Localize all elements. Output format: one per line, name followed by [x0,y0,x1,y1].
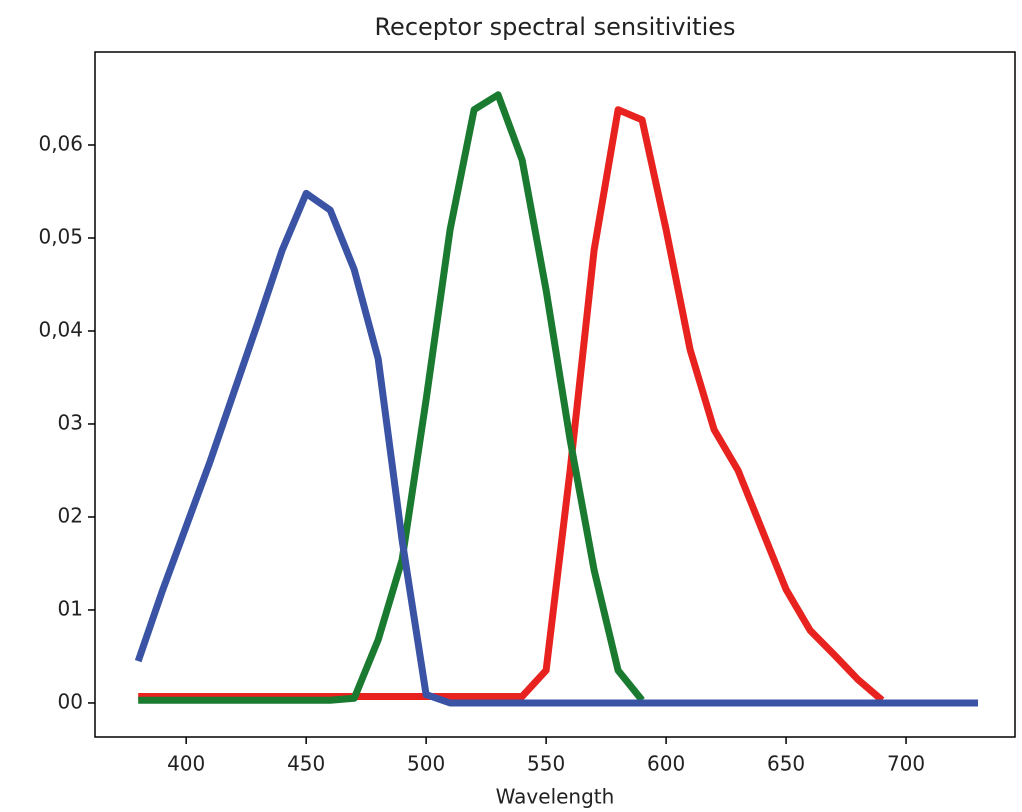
x-tick-label: 650 [767,752,805,776]
plot-frame [94,51,1016,738]
x-tick-label: 550 [527,752,565,776]
series-line [138,91,645,704]
x-tick-label: 700 [887,752,925,776]
chart-title: Receptor spectral sensitivities [374,13,735,41]
series-line [134,189,978,707]
x-tick-label: 400 [167,752,205,776]
x-tick-label: 600 [647,752,685,776]
y-tick-label: 0,04 [38,317,83,341]
y-tick-label: 0,05 [38,224,83,248]
y-tick-label: 02 [58,503,83,527]
y-tick-label: 01 [58,596,83,620]
y-tick-label: 03 [58,410,83,434]
x-tick-label: 450 [287,752,325,776]
y-tick-label: 00 [58,689,83,713]
series-line [138,106,885,703]
y-tick-label: 0,06 [38,131,83,155]
x-axis-label: Wavelength [496,785,615,809]
x-tick-label: 500 [407,752,445,776]
